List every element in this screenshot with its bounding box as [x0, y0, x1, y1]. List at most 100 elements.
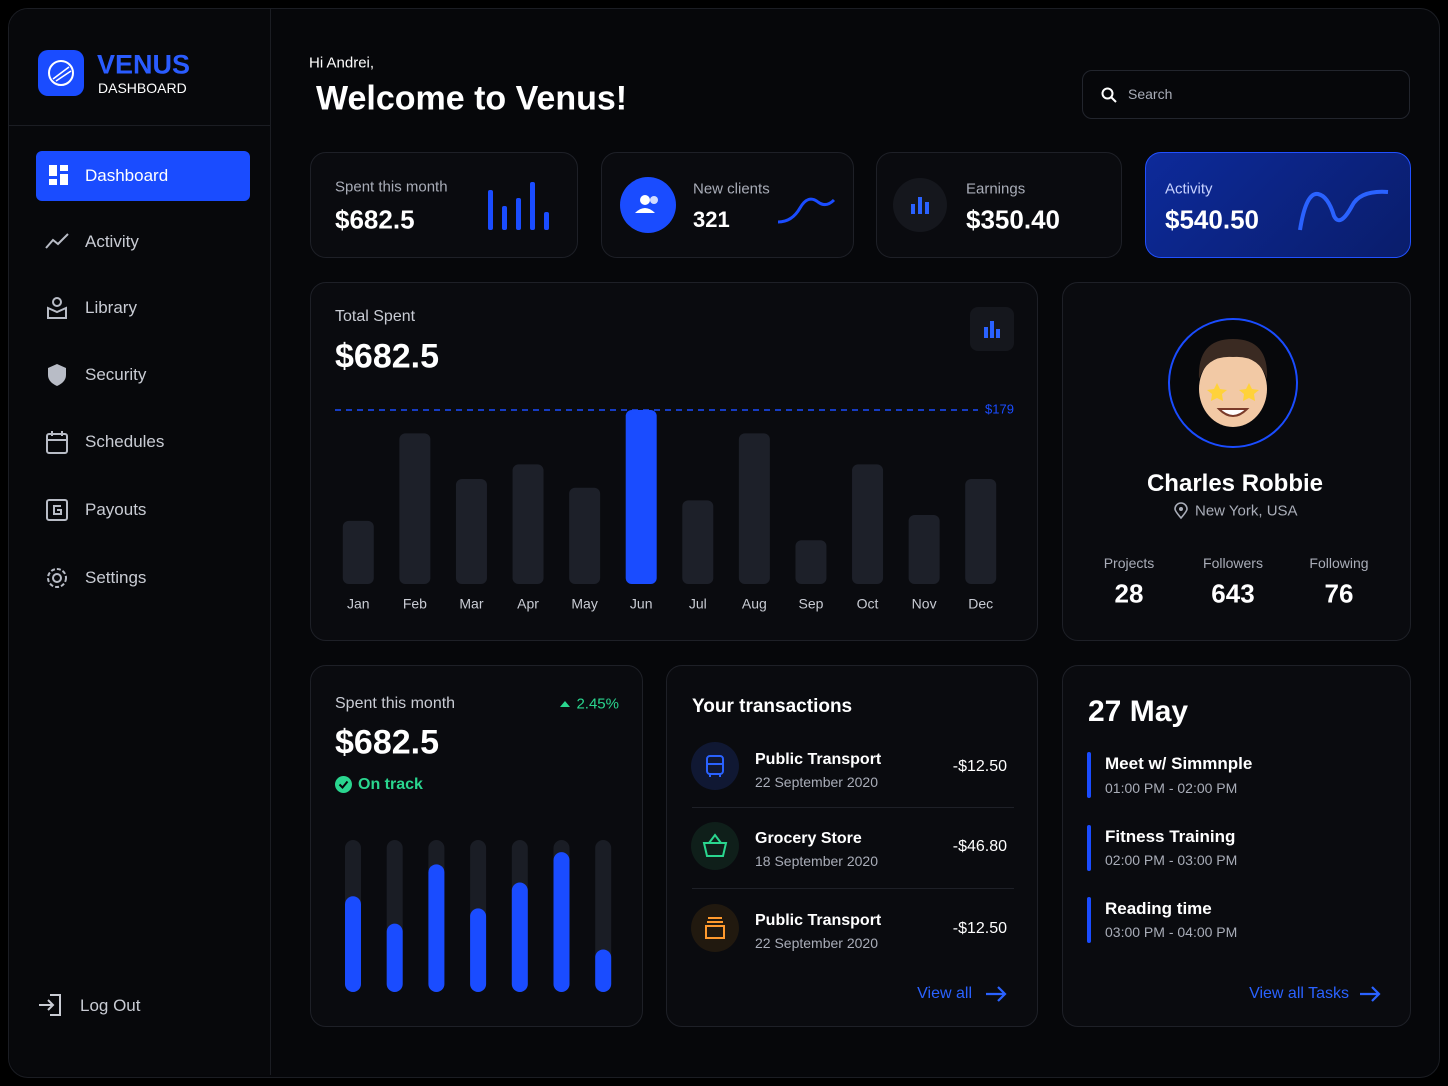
- view-all-link[interactable]: View all Tasks: [1249, 985, 1349, 1002]
- stat-value: $350.40: [966, 204, 1060, 235]
- x-tick-label: Aug: [742, 596, 767, 612]
- bar: [595, 949, 612, 992]
- panel-title: Your transactions: [692, 696, 853, 717]
- task-bar: [1087, 752, 1091, 798]
- nav-item[interactable]: Activity: [85, 232, 139, 251]
- bar: [342, 520, 374, 584]
- stat-label: Projects: [1103, 555, 1155, 571]
- x-tick-label: Oct: [857, 596, 879, 612]
- logout[interactable]: Log Out: [80, 996, 141, 1015]
- nav-active-bg[interactable]: [36, 151, 250, 201]
- x-tick-label: Apr: [517, 596, 539, 612]
- x-tick-label: Feb: [403, 596, 427, 612]
- transaction-date: 18 September 2020: [755, 853, 878, 869]
- nav-item[interactable]: Settings: [85, 568, 147, 587]
- sparkline: [1298, 189, 1389, 231]
- bar: [511, 882, 528, 992]
- panel-label: Spent this month: [335, 695, 456, 712]
- task-time: 02:00 PM - 03:00 PM: [1105, 852, 1238, 868]
- task-time: 01:00 PM - 02:00 PM: [1105, 780, 1238, 796]
- view-all-link[interactable]: View all: [917, 985, 972, 1002]
- stat-label: Following: [1309, 555, 1369, 571]
- nav-icon: [47, 568, 67, 588]
- avatar: [1168, 318, 1298, 448]
- sparkline: [777, 197, 836, 224]
- panel-label: Total Spent: [335, 308, 416, 325]
- divider: [692, 888, 1014, 889]
- stat-icon: [620, 177, 676, 233]
- bar: [908, 514, 940, 584]
- stat-label: Earnings: [966, 180, 1026, 198]
- page-title: Welcome to Venus!: [316, 79, 628, 118]
- chart-button[interactable]: [970, 307, 1014, 351]
- panel-value: $682.5: [335, 337, 439, 376]
- nav-icon: [47, 297, 67, 319]
- brand-name: VENUS: [97, 49, 191, 80]
- bar: [625, 410, 657, 584]
- bar: [965, 479, 997, 584]
- transaction-name: Public Transport: [755, 912, 882, 929]
- x-tick-label: May: [571, 596, 597, 612]
- nav-icon: [46, 431, 68, 454]
- bar: [738, 433, 770, 584]
- nav-item[interactable]: Library: [85, 298, 137, 317]
- status: On track: [358, 776, 423, 793]
- nav-icon: [46, 499, 68, 521]
- location-icon: [1174, 502, 1188, 520]
- nav-item[interactable]: Payouts: [85, 500, 147, 519]
- bar: [399, 433, 431, 584]
- nav-icon: [45, 233, 69, 249]
- bar: [386, 923, 403, 992]
- mini-bars: [488, 182, 549, 230]
- stat-value: $682.5: [335, 204, 415, 235]
- divider: [692, 807, 1014, 808]
- stat-icon: [893, 178, 947, 232]
- stat-value: $540.50: [1165, 204, 1259, 235]
- x-tick-label: Sep: [798, 596, 823, 612]
- stat-label: Followers: [1203, 555, 1263, 571]
- brand-logo: [38, 50, 84, 96]
- reference-label: $179: [985, 401, 1014, 416]
- divider: [9, 125, 270, 126]
- transaction-amount: -$12.50: [952, 920, 1007, 937]
- transaction-name: Grocery Store: [755, 830, 862, 847]
- bar: [428, 864, 445, 992]
- stat-label: New clients: [693, 180, 770, 198]
- nav-item[interactable]: Dashboard: [85, 166, 169, 185]
- bar: [455, 479, 487, 584]
- task-title: Reading time: [1105, 899, 1212, 918]
- bar: [345, 896, 361, 992]
- task-bar: [1087, 897, 1091, 943]
- transaction-date: 22 September 2020: [755, 774, 878, 790]
- stat-label: Spent this month: [335, 178, 448, 196]
- stat-value: 643: [1211, 578, 1255, 609]
- profile-name: Charles Robbie: [1146, 470, 1324, 497]
- greeting: Hi Andrei,: [309, 54, 375, 72]
- transaction-amount: -$46.80: [952, 838, 1007, 855]
- panel-value: $682.5: [335, 723, 439, 762]
- x-tick-label: Mar: [459, 596, 483, 612]
- bar: [470, 908, 487, 992]
- transaction-name: Public Transport: [755, 751, 882, 768]
- monthly-chart: $179 Jan Feb Mar Apr May Jun Jul Aug Sep Oct Nov Dec: [335, 401, 1014, 612]
- task-title: Meet w/ Simmnple: [1105, 754, 1253, 773]
- task-bar: [1087, 825, 1091, 871]
- stat-value: 321: [693, 207, 730, 232]
- nav-icon: [48, 364, 66, 386]
- nav-item[interactable]: Schedules: [85, 432, 165, 451]
- search-box[interactable]: [1082, 70, 1410, 119]
- nav-item[interactable]: Security: [85, 365, 147, 384]
- search-placeholder[interactable]: Search: [1128, 86, 1173, 102]
- logout-icon: [39, 994, 61, 1016]
- x-tick-label: Nov: [912, 596, 937, 612]
- bar: [795, 540, 827, 584]
- transaction-date: 22 September 2020: [755, 935, 878, 951]
- weekly-chart: [345, 840, 612, 992]
- profile-location: New York, USA: [1195, 502, 1298, 520]
- stat-card: [1145, 152, 1411, 258]
- x-tick-label: Jun: [630, 596, 653, 612]
- task-time: 03:00 PM - 04:00 PM: [1105, 924, 1238, 940]
- search-icon: [1101, 87, 1117, 103]
- bar: [512, 464, 544, 584]
